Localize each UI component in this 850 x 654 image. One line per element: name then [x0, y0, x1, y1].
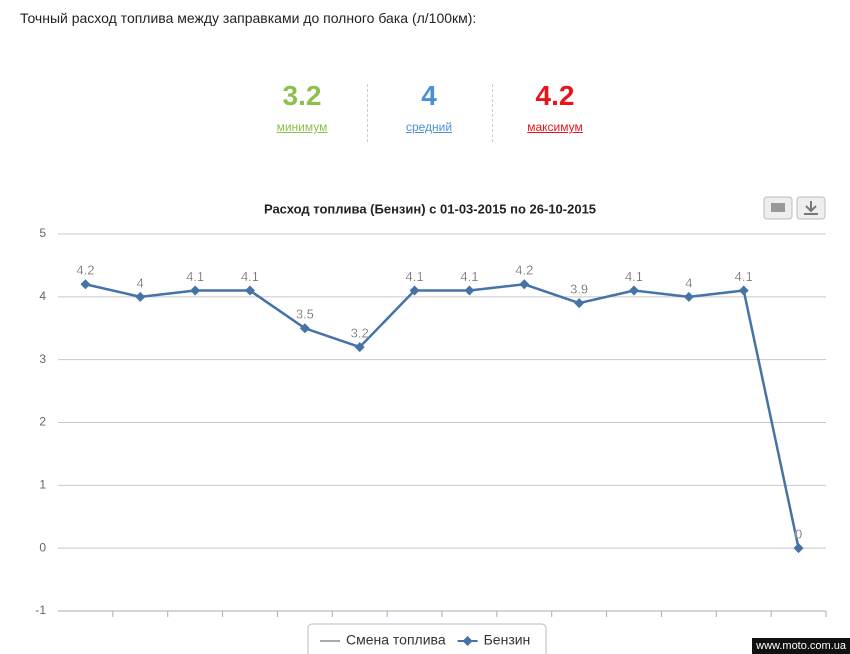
y-tick-label: 3	[39, 352, 46, 366]
y-tick-label: 0	[39, 540, 46, 554]
y-tick-label: 1	[39, 478, 46, 492]
stat-label[interactable]: минимум	[276, 120, 328, 134]
stat-max: 4.2 максимум	[495, 80, 615, 134]
y-tick-label: 5	[39, 226, 46, 240]
download-button[interactable]	[796, 196, 826, 220]
data-label: 0	[795, 527, 802, 542]
watermark: www.moto.com.ua	[752, 638, 850, 654]
data-label: 4.1	[186, 269, 204, 284]
data-label: 3.2	[351, 326, 369, 341]
data-label: 3.9	[570, 282, 588, 297]
data-label: 4.1	[241, 269, 259, 284]
y-tick-label: 2	[39, 415, 46, 429]
stat-label[interactable]: средний	[405, 120, 453, 134]
data-label: 4.2	[76, 263, 94, 278]
chart-title: Расход топлива (Бензин) с 01-03-2015 по …	[264, 201, 596, 216]
stat-value: 3.2	[282, 80, 322, 111]
stat-value: 4	[421, 80, 437, 111]
data-label: 4	[685, 275, 692, 290]
y-tick-label: 4	[39, 289, 46, 303]
point-marker	[409, 285, 420, 296]
print-button[interactable]	[763, 196, 793, 220]
legend-marker	[462, 636, 473, 646]
data-label: 3.5	[296, 307, 314, 322]
data-label: 4.1	[625, 269, 643, 284]
data-label: 4	[137, 275, 144, 290]
point-marker	[738, 285, 749, 296]
point-marker	[629, 285, 639, 296]
header-title: Точный расход топлива между заправками д…	[20, 10, 477, 26]
series-line	[85, 282, 800, 549]
point-marker	[135, 291, 146, 302]
data-label: 4.1	[735, 269, 753, 284]
point-marker	[299, 323, 310, 334]
point-marker	[464, 285, 475, 296]
legend-label[interactable]: Бензин	[484, 632, 531, 648]
separator	[367, 84, 368, 142]
data-label: 4.1	[460, 269, 478, 284]
data-label: 4.1	[406, 269, 424, 284]
point-marker	[574, 298, 585, 309]
point-marker	[80, 279, 91, 290]
separator	[492, 84, 493, 142]
data-label: 4.2	[515, 263, 533, 278]
legend-box	[307, 623, 547, 654]
point-marker	[683, 291, 694, 302]
y-tick-label: -1	[35, 603, 46, 617]
point-marker	[245, 285, 255, 296]
stat-label[interactable]: максимум	[527, 120, 583, 134]
point-marker	[354, 342, 365, 353]
point-marker	[519, 279, 530, 290]
point-marker	[190, 285, 201, 296]
stat-min: 3.2 минимум	[242, 80, 362, 134]
point-marker	[793, 543, 804, 554]
stat-value: 4.2	[535, 80, 575, 111]
legend-label[interactable]: Смена топлива	[346, 632, 446, 648]
stat-avg: 4 средний	[369, 80, 489, 134]
